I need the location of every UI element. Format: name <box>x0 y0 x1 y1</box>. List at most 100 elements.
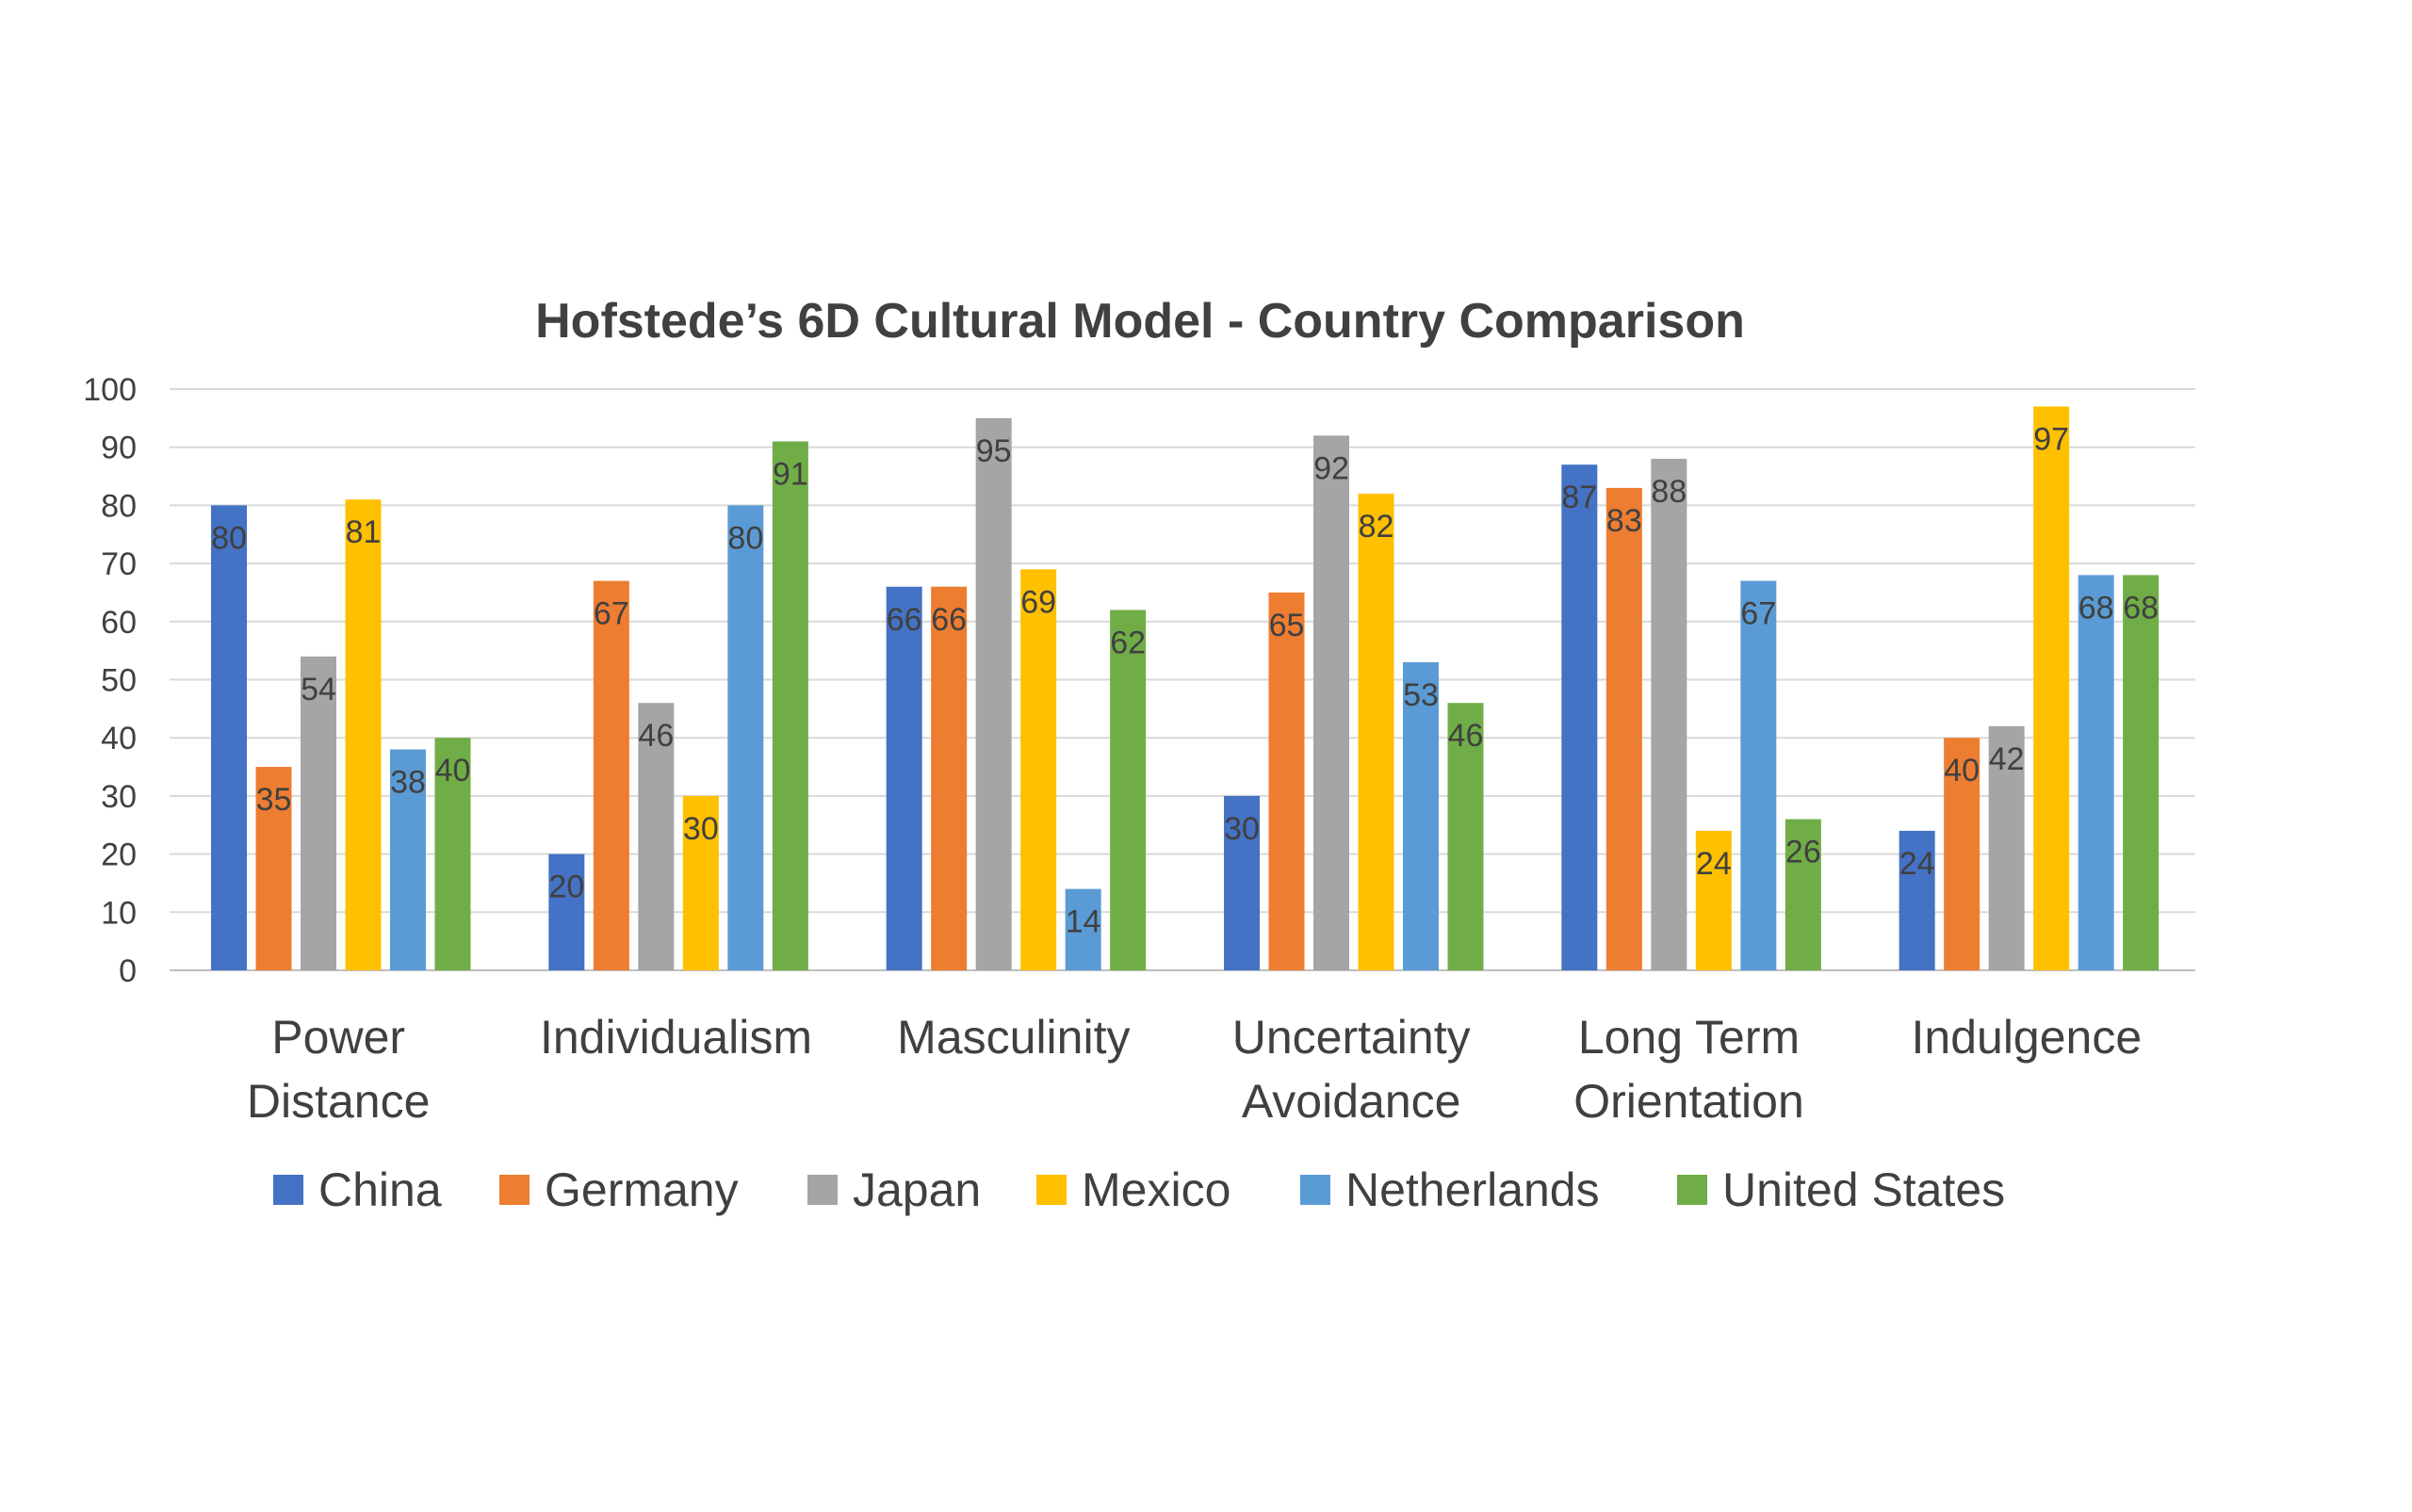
bar <box>345 499 382 970</box>
bar <box>975 417 1012 971</box>
data-label: 95 <box>976 433 1012 469</box>
y-tick-label: 0 <box>119 953 137 989</box>
bar <box>1358 494 1394 970</box>
bar <box>2078 575 2114 970</box>
data-label: 92 <box>1313 450 1349 486</box>
bar <box>1313 435 1349 970</box>
y-tick-label: 100 <box>83 372 137 408</box>
data-label: 67 <box>594 596 629 632</box>
legend-label: Japan <box>853 1163 981 1216</box>
data-label: 80 <box>211 520 247 556</box>
legend-swatch <box>1036 1175 1067 1205</box>
data-label: 26 <box>1785 835 1821 870</box>
data-label: 66 <box>931 602 967 638</box>
x-tick-label: Masculinity <box>897 1011 1130 1064</box>
data-label: 35 <box>256 782 292 818</box>
data-label: 62 <box>1110 625 1146 660</box>
data-label: 82 <box>1359 509 1394 545</box>
x-tick-label: Uncertainty <box>1232 1011 1471 1064</box>
data-label: 30 <box>683 811 719 847</box>
legend-label: China <box>318 1163 442 1216</box>
data-label: 66 <box>887 602 922 638</box>
legend: China Germany Japan Mexico Netherlands United… <box>273 1163 2005 1216</box>
bar <box>390 749 426 970</box>
data-label: 91 <box>773 457 808 493</box>
bar <box>1605 487 1642 970</box>
data-label: 68 <box>2078 590 2114 626</box>
y-tick-label: 40 <box>101 721 137 756</box>
data-label: 81 <box>346 514 382 550</box>
data-label: 83 <box>1606 503 1642 539</box>
data-label: 30 <box>1224 811 1260 847</box>
data-label: 14 <box>1066 904 1101 940</box>
chart-title: Hofstede’s 6D Cultural Model - Country C… <box>535 294 1745 349</box>
bar <box>727 505 764 970</box>
bar <box>1944 738 1980 970</box>
bar <box>1988 725 2025 970</box>
bar <box>931 586 968 970</box>
data-label: 24 <box>1899 846 1935 882</box>
x-tick-label: Orientation <box>1573 1075 1804 1128</box>
bar <box>2123 575 2159 970</box>
y-axis-tick-labels: 0 10 20 30 40 50 60 70 80 90 100 <box>83 372 137 989</box>
bar <box>1065 888 1101 970</box>
bar <box>1740 580 1777 970</box>
bar <box>1403 661 1439 970</box>
data-label: 40 <box>1944 753 1980 789</box>
data-label: 68 <box>2123 590 2159 626</box>
legend-label: Netherlands <box>1345 1163 1600 1216</box>
bar <box>1110 610 1147 970</box>
bar <box>1268 592 1305 970</box>
y-tick-label: 50 <box>101 663 137 699</box>
legend-swatch <box>1677 1175 1707 1205</box>
data-label: 65 <box>1269 608 1305 643</box>
bar <box>638 703 675 970</box>
bar <box>548 854 585 970</box>
bar <box>1651 459 1687 970</box>
bar <box>1447 703 1484 970</box>
data-label: 54 <box>301 672 336 707</box>
bar <box>1899 830 1935 970</box>
legend-swatch <box>807 1175 838 1205</box>
data-label: 69 <box>1020 584 1056 620</box>
bar <box>1561 464 1598 971</box>
x-tick-label: Distance <box>247 1075 431 1128</box>
data-label: 40 <box>435 753 471 789</box>
grid-lines <box>170 388 2195 971</box>
data-label: 38 <box>390 765 426 801</box>
bar <box>434 738 471 970</box>
data-label: 46 <box>1448 718 1484 754</box>
legend-swatch <box>1300 1175 1330 1205</box>
y-tick-label: 90 <box>101 431 137 466</box>
data-label: 20 <box>548 870 584 905</box>
bar <box>211 505 247 970</box>
x-tick-label: Power <box>271 1011 405 1064</box>
y-tick-label: 10 <box>101 895 137 931</box>
y-tick-label: 80 <box>101 488 137 524</box>
legend-label: Germany <box>545 1163 739 1216</box>
bar <box>301 656 336 970</box>
x-tick-label: Long Term <box>1578 1011 1800 1064</box>
data-label: 42 <box>1989 741 2025 777</box>
x-tick-label: Individualism <box>540 1011 812 1064</box>
y-tick-label: 20 <box>101 837 137 873</box>
legend-label: United States <box>1722 1163 2005 1216</box>
data-label: 46 <box>638 718 674 754</box>
bar <box>886 586 922 970</box>
x-axis-category-labels: Power Distance Individualism Masculinity Unc… <box>247 1011 2142 1128</box>
x-tick-label: Indulgence <box>1912 1011 2143 1064</box>
x-tick-label: Avoidance <box>1242 1075 1461 1128</box>
y-tick-label: 30 <box>101 779 137 815</box>
y-tick-label: 70 <box>101 546 137 582</box>
legend-label: Mexico <box>1082 1163 1230 1216</box>
bar <box>593 580 629 970</box>
data-label: 97 <box>2033 422 2069 458</box>
bar <box>682 795 719 970</box>
bar <box>1695 830 1732 970</box>
legend-swatch <box>499 1175 530 1205</box>
data-label: 80 <box>727 520 763 556</box>
bar <box>1785 819 1821 970</box>
bar <box>772 441 808 970</box>
